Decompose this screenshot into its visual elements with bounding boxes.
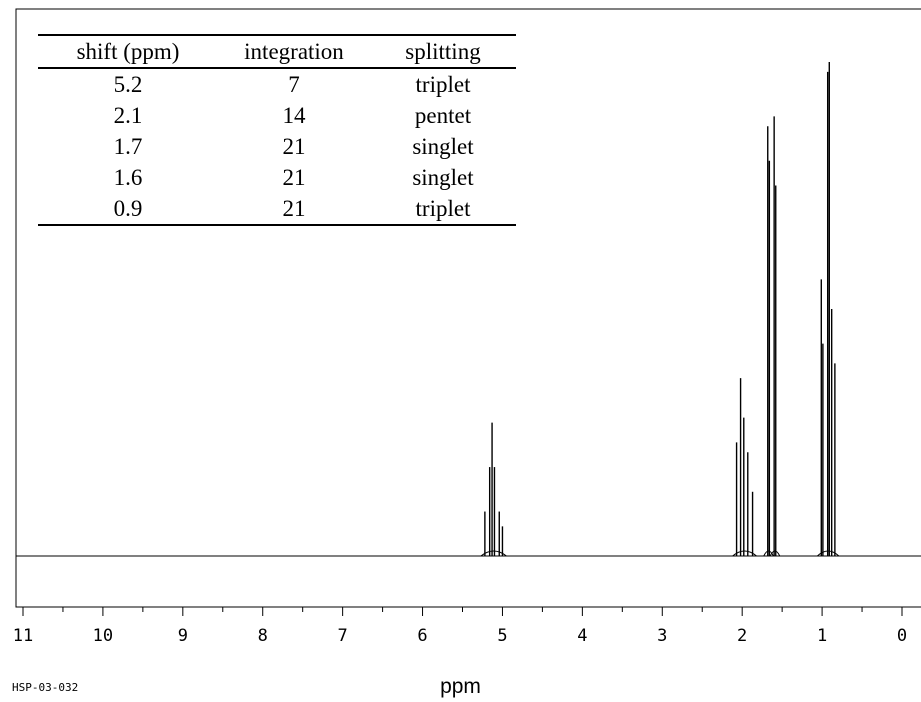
x-tick-label: 10 <box>93 626 113 646</box>
table-row: 5.2 7 triplet <box>38 68 516 100</box>
x-tick-label: 9 <box>178 626 188 646</box>
cell-shift: 5.2 <box>113 72 143 97</box>
table-row: 1.6 21 singlet <box>38 162 516 193</box>
cell-integration: 21 <box>282 196 306 221</box>
x-tick-label: 0 <box>897 626 907 646</box>
peak-table: shift (ppm) integration splitting 5.2 7 … <box>38 34 516 226</box>
x-tick-label: 4 <box>577 626 587 646</box>
cell-shift: 1.6 <box>113 165 143 190</box>
peak-envelope <box>763 550 774 557</box>
cell-splitting: singlet <box>412 165 474 190</box>
x-axis: 11 10 9 8 7 6 5 4 3 2 1 0 <box>13 607 907 646</box>
x-tick-label: 5 <box>497 626 507 646</box>
peak-envelope <box>769 550 781 557</box>
plot-frame <box>15 8 921 608</box>
peak-envelope <box>480 550 507 557</box>
x-tick-label: 11 <box>13 626 33 646</box>
spectrum-id-label: HSP-03-032 <box>12 681 79 694</box>
table-row: 1.7 21 singlet <box>38 131 516 162</box>
x-tick-label: 6 <box>417 626 427 646</box>
cell-integration: 21 <box>282 165 306 190</box>
cell-integration: 14 <box>282 103 306 128</box>
cell-shift: 0.9 <box>113 196 143 221</box>
x-tick-label: 2 <box>737 626 747 646</box>
x-tick-label: 1 <box>817 626 827 646</box>
x-axis-title: ppm <box>440 675 481 698</box>
cell-splitting: triplet <box>415 72 471 97</box>
cell-splitting: singlet <box>412 134 474 159</box>
table-header-row: shift (ppm) integration splitting <box>38 35 516 68</box>
cell-integration: 21 <box>282 134 306 159</box>
table-row: 2.1 14 pentet <box>38 100 516 131</box>
header-splitting: splitting <box>405 39 481 64</box>
spectrum-trace <box>480 62 840 557</box>
header-shift: shift (ppm) <box>76 39 180 64</box>
cell-splitting: triplet <box>415 196 471 221</box>
x-tick-label: 3 <box>657 626 667 646</box>
x-tick-label: 7 <box>338 626 348 646</box>
peak-multiplet <box>763 126 774 557</box>
x-tick-label: 8 <box>258 626 268 646</box>
peak-envelope <box>732 550 757 557</box>
peak-multiplet <box>769 116 781 557</box>
header-integration: integration <box>244 39 344 64</box>
cell-shift: 2.1 <box>113 103 143 128</box>
peak-envelope <box>816 550 840 557</box>
peak-multiplet <box>480 422 507 557</box>
peak-multiplet <box>732 378 757 557</box>
cell-splitting: pentet <box>414 103 472 128</box>
cell-shift: 1.7 <box>113 134 143 159</box>
peak-multiplet <box>816 62 840 557</box>
table-row: 0.9 21 triplet <box>38 193 516 225</box>
cell-integration: 7 <box>288 72 300 97</box>
